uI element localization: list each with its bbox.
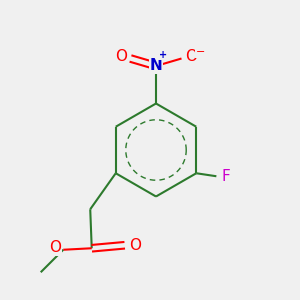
Text: O: O	[129, 238, 141, 253]
Text: −: −	[196, 47, 205, 58]
Text: O: O	[49, 240, 61, 255]
Text: N: N	[150, 58, 162, 74]
Text: O: O	[115, 49, 127, 64]
Text: O: O	[185, 49, 197, 64]
Text: +: +	[158, 50, 167, 60]
Text: F: F	[222, 169, 231, 184]
